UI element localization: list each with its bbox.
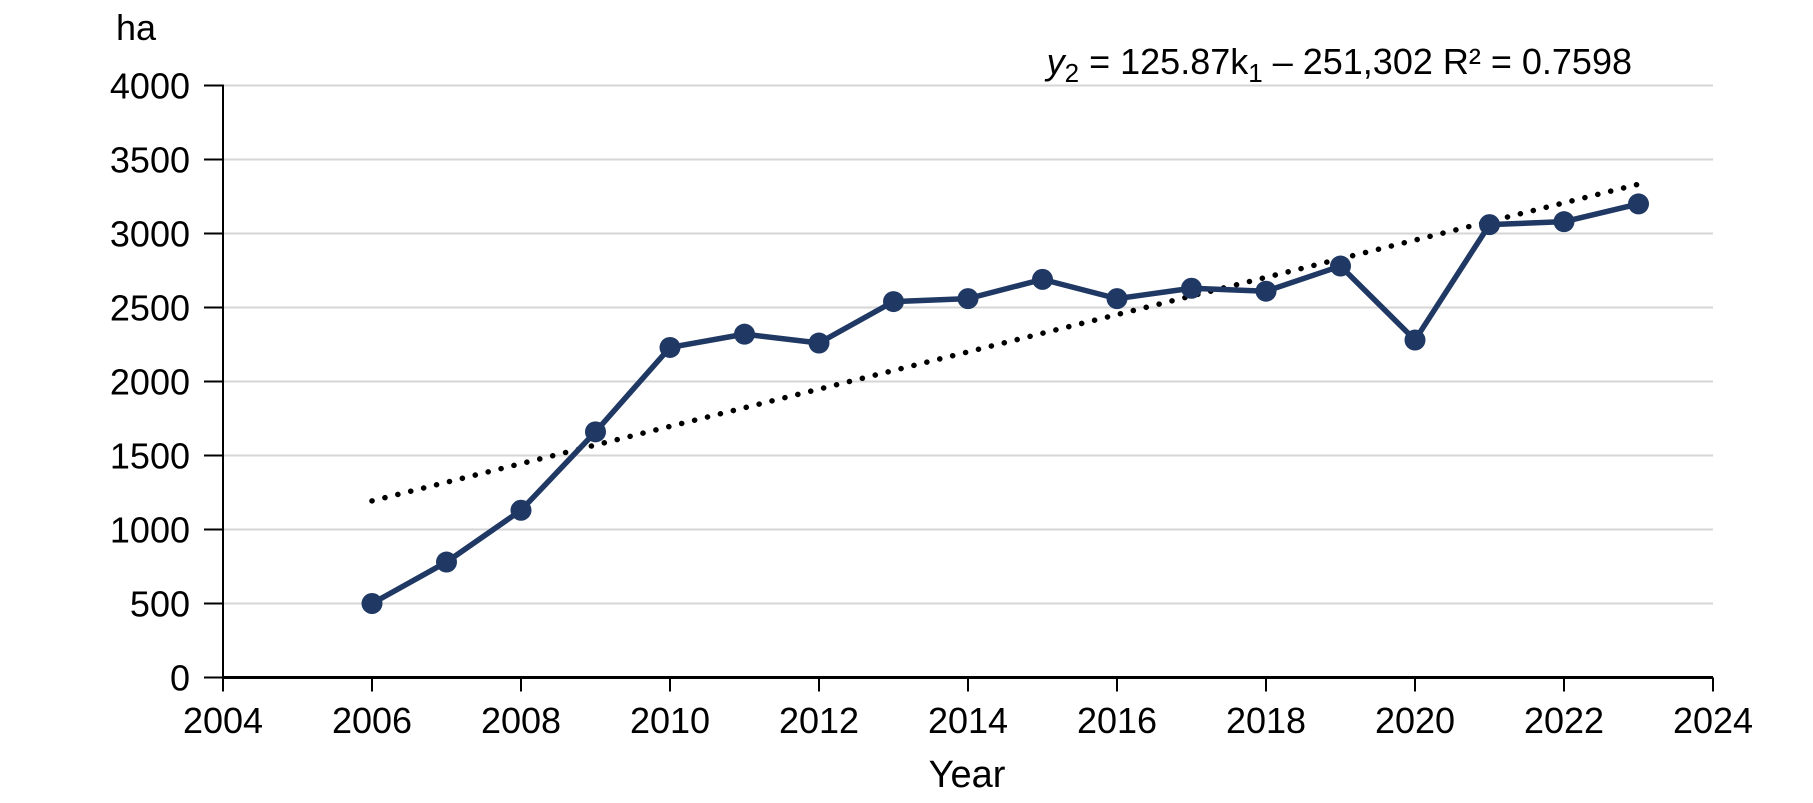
x-tick-label: 2012	[779, 700, 859, 741]
data-point	[883, 291, 904, 313]
data-point	[585, 421, 606, 443]
data-point	[1181, 277, 1202, 299]
y-tick-label: 2500	[110, 288, 190, 329]
trendline	[369, 181, 1642, 504]
data-point	[1479, 214, 1500, 236]
x-tick-label: 2018	[1226, 700, 1306, 741]
data-point	[1032, 268, 1053, 290]
trendline-equation: y2 = 125.87k1 – 251,302 R² = 0.7598	[1046, 40, 1632, 86]
y-tick-label: 1000	[110, 510, 190, 551]
data-point	[1106, 288, 1128, 310]
y-tick-label: 3500	[110, 140, 190, 181]
x-tick-label: 2020	[1375, 700, 1455, 741]
data-point	[510, 499, 532, 521]
x-tick-label: 2016	[1077, 700, 1157, 741]
y-tick-label: 2000	[110, 362, 190, 403]
y-tick-label: 1500	[110, 436, 190, 477]
data-point	[1255, 280, 1277, 302]
data-point	[957, 288, 979, 310]
x-tick-label: 2024	[1673, 700, 1753, 741]
equation-variable: y	[1046, 41, 1065, 82]
y-axis-unit-label: ha	[116, 7, 157, 48]
x-tick-label: 2022	[1524, 700, 1604, 741]
equation-tail: – 251,302 R² = 0.7598	[1262, 41, 1632, 82]
data-point	[361, 593, 383, 614]
data-point	[808, 332, 830, 354]
y-tick-label: 0	[170, 658, 190, 699]
x-tick-label: 2010	[630, 700, 710, 741]
data-point	[734, 323, 755, 345]
x-tick-label: 2004	[183, 700, 263, 741]
y-tick-label: 3000	[110, 214, 190, 255]
equation-variable-subscript: 2	[1064, 58, 1080, 89]
data-point	[1404, 329, 1426, 351]
equation-body: = 125.87k	[1079, 41, 1249, 82]
x-axis-title: Year	[928, 754, 1006, 796]
data-point	[1553, 211, 1575, 233]
data-point	[659, 336, 681, 358]
data-point	[1628, 193, 1649, 215]
data-point	[436, 551, 457, 573]
x-tick-label: 2008	[481, 700, 561, 741]
data-line	[370, 201, 1640, 606]
data-point	[1330, 255, 1351, 277]
y-tick-label: 500	[130, 584, 190, 625]
equation-k-subscript: 1	[1248, 58, 1263, 89]
y-tick-label: 4000	[110, 66, 190, 107]
x-tick-label: 2014	[928, 700, 1008, 741]
x-tick-label: 2006	[332, 700, 412, 741]
